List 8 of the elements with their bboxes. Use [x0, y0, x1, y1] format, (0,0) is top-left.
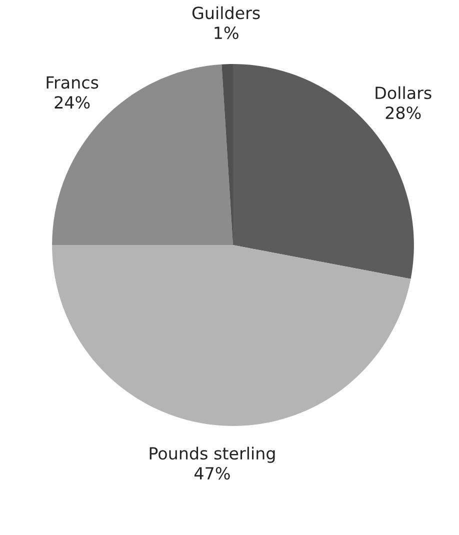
- data-label: 1%: [214, 26, 238, 40]
- data-label: 47%: [194, 466, 230, 480]
- data-label: 24%: [54, 96, 90, 109]
- slice-label: Guilders: [192, 6, 260, 20]
- slice-label: Dollars: [376, 86, 432, 100]
- slice-label: Pounds sterling: [150, 446, 275, 463]
- data-label: 28%: [386, 106, 421, 120]
- slice-label: Francs: [46, 76, 98, 89]
